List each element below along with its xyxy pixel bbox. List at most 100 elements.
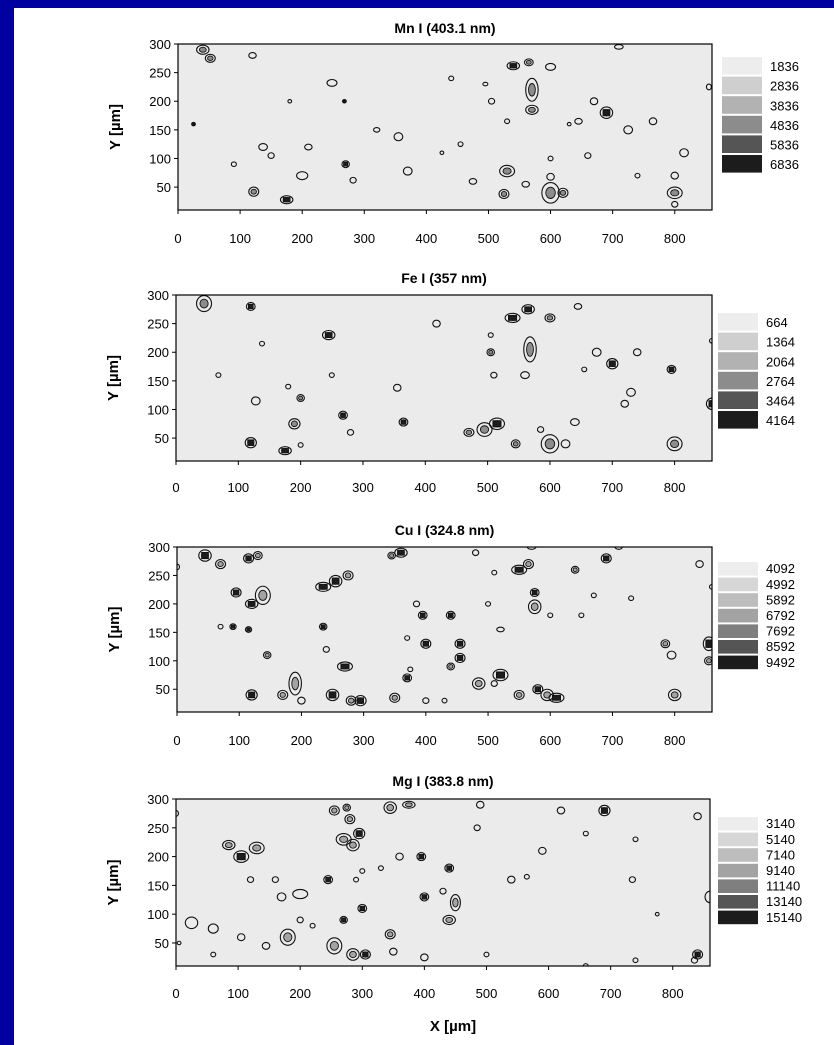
contour-outer — [513, 689, 525, 701]
contour-outer — [236, 933, 246, 942]
contour-outer — [321, 329, 336, 341]
contour-inner — [544, 438, 556, 450]
contour-outer — [210, 951, 217, 958]
x-tick-label: 600 — [538, 986, 560, 1001]
figure-top-strip — [14, 8, 834, 18]
contour-outer — [341, 98, 347, 104]
chart-title: Cu I (324.8 nm) — [395, 522, 495, 538]
contour-outer — [258, 340, 266, 347]
contour-inner — [347, 697, 355, 704]
contour-core — [404, 675, 410, 681]
contour-outer — [252, 551, 263, 561]
contour-outer — [204, 53, 216, 63]
contour-outer — [538, 846, 547, 855]
contour-outer — [584, 152, 592, 160]
legend-swatch — [718, 593, 758, 607]
contour-core — [524, 306, 532, 313]
contour-outer — [261, 941, 271, 950]
legend-label: 8592 — [766, 639, 795, 654]
contour-outer — [297, 696, 306, 705]
y-tick-label: 50 — [157, 180, 171, 195]
contour-inner — [670, 189, 680, 197]
x-tick-label: 300 — [352, 480, 374, 495]
contour-outer — [666, 650, 677, 660]
contour-outer — [346, 948, 360, 961]
contour-core — [447, 612, 454, 618]
y-tick-label: 300 — [149, 37, 171, 52]
contour-outer — [248, 186, 260, 197]
contour-outer — [359, 868, 366, 874]
y-tick-label: 300 — [147, 288, 169, 303]
contour-core — [514, 566, 524, 573]
contour-outer — [488, 417, 506, 431]
contour-core — [602, 109, 611, 117]
contour-outer — [297, 442, 304, 448]
contour-outer — [541, 181, 560, 204]
legend-swatch — [718, 863, 758, 878]
contour-outer — [325, 688, 340, 702]
contour-outer — [569, 418, 580, 427]
legend-swatch — [718, 391, 758, 409]
x-tick-label: 300 — [353, 231, 375, 246]
y-tick-label: 50 — [155, 431, 169, 446]
x-tick-label: 700 — [602, 231, 624, 246]
contour-inner — [250, 188, 257, 195]
contour-outer — [623, 125, 634, 135]
contour-outer — [279, 928, 296, 946]
contour-outer — [296, 394, 305, 403]
contour-outer — [346, 838, 360, 852]
contour-outer — [457, 141, 464, 148]
contour-outer — [532, 684, 544, 695]
legend-label: 5140 — [766, 832, 795, 847]
contour-outer — [600, 553, 612, 564]
contour-outer — [402, 673, 413, 683]
contour-core — [446, 865, 452, 871]
legend-swatch — [722, 155, 762, 173]
y-tick-label: 200 — [147, 345, 169, 360]
legend-swatch — [718, 879, 758, 893]
legend-swatch — [718, 608, 758, 623]
legend-swatch — [718, 910, 758, 925]
legend-swatch — [718, 817, 758, 831]
contour-outer — [267, 152, 275, 160]
contour-outer — [353, 827, 366, 840]
contour-outer — [245, 689, 258, 701]
contour-outer — [395, 852, 404, 861]
contour-outer — [582, 830, 589, 837]
contour-outer — [628, 876, 637, 884]
contour-outer — [176, 940, 182, 946]
contour-outer — [566, 121, 572, 127]
contour-inner — [559, 189, 567, 196]
contour-inner — [479, 425, 490, 434]
x-axis-label: X [µm] — [430, 1018, 476, 1035]
contour-outer — [279, 195, 294, 205]
legend-label: 3140 — [766, 816, 795, 831]
contour-inner — [670, 439, 680, 449]
contour-core — [400, 419, 407, 425]
contour-outer — [490, 680, 498, 687]
legend-swatch — [718, 655, 758, 670]
contour-outer — [341, 160, 350, 169]
contour-outer — [432, 319, 441, 328]
plot-area — [176, 295, 712, 461]
contour-group — [176, 800, 710, 966]
contour-inner — [526, 342, 534, 357]
legend-label: 1836 — [770, 59, 799, 74]
contour-core — [328, 691, 337, 699]
contour-outer — [250, 396, 261, 406]
contour-outer — [420, 953, 429, 962]
contour-outer — [520, 371, 530, 380]
x-tick-label: 600 — [539, 480, 561, 495]
contour-outer — [389, 692, 401, 703]
contour-core — [705, 639, 712, 648]
legend-label: 9140 — [766, 863, 795, 878]
contour-inner — [349, 950, 357, 959]
contour-outer — [632, 957, 639, 964]
contour-outer — [620, 399, 630, 408]
contour-inner — [331, 807, 338, 814]
contour-core — [422, 640, 429, 647]
contour-outer — [177, 563, 181, 571]
y-tick-label: 250 — [147, 821, 169, 836]
